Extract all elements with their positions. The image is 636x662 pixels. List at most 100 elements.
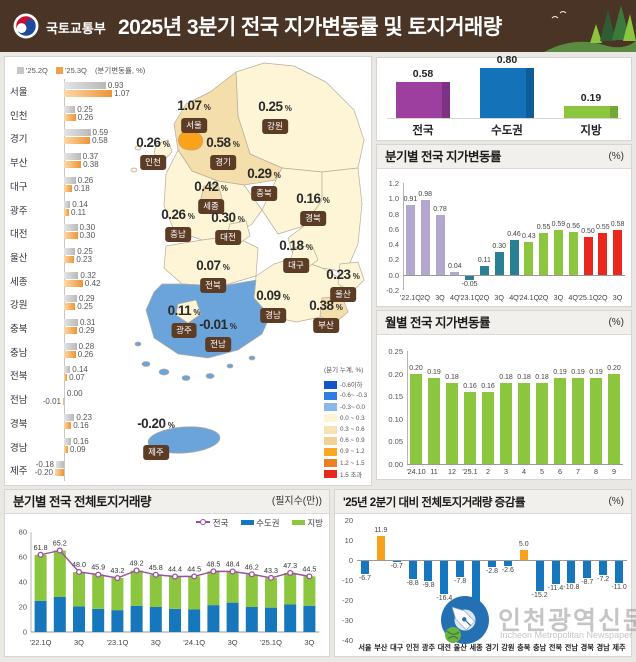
legend-swatch [324,436,337,445]
bar-value: 0.16 [463,382,477,390]
bar-jibang [245,574,258,607]
bar-value: -8.7 [581,579,594,587]
region-label: 울산 [10,252,28,264]
bar-sudogwon [92,608,105,632]
axis-tick-label: 0 [23,628,27,637]
total-value-label: 44.5 [187,564,201,573]
axis-tick-label: 서울 [358,643,372,652]
axis-tick-label: 3Q [435,293,445,302]
legend-swatch [324,403,337,412]
zero-line [407,464,623,465]
bar-value: 0.38 [83,160,99,170]
bar-value: 0.43 [521,232,536,240]
value-text: 0.23 [326,267,351,282]
bar-value: -0.01 [42,397,61,407]
bar [64,421,72,429]
map-island [134,341,142,347]
axis-tick-label: 0.4 [388,240,399,250]
header-bar: 국토교통부 2025년 3분기 전국 지가변동률 및 토지거래량 [0,0,636,52]
legend-label: 0.9 ~ 1.2 [340,448,365,456]
bar-value: 0.50 [581,227,595,235]
axis-tick-label: 3Q [228,638,238,647]
bar [509,239,519,275]
axis-tick-label: '24.1Q [518,293,540,302]
bar-sudogwon [284,604,297,632]
map-region-gwangju [175,299,202,324]
map-region-jeonnam [145,279,271,359]
line-marker [229,568,236,575]
value-text: 0.16 [296,191,321,206]
transactions-chart-svg: 80 60 40 20 0 61.8 '22.1Q 65.2 48.0 3Q 45.9 43.2 '23… [19,528,319,647]
bar [536,382,548,464]
summary-baseline [387,118,621,119]
legend-swatch [324,425,337,434]
bar [503,561,512,567]
bar-value: 0.25 [77,302,93,312]
map-island [181,375,191,381]
axis-tick-label: 8 [594,467,598,476]
bar-value: 0.11 [70,207,86,217]
line-marker [171,573,179,580]
bar [64,105,76,113]
change-chart-unit: (%) [608,496,624,507]
axis-tick-label: 3Q [553,293,564,302]
korea-map-svg [130,62,365,454]
bar [494,251,504,275]
bar-value: 0.26 [77,112,94,122]
korea-map: 1.07 % 서울 0.25 % 강원 0.26 % 인천 0.58 % 경기 0.29 % 충북… [126,58,370,484]
bar-value: 0.07 [69,373,85,383]
total-value-label: 48.4 [226,560,240,569]
bar [64,137,91,145]
map-legend-row: -0.6~ -0.3 [324,387,384,400]
bar [590,378,602,464]
percent-sign: % [160,140,170,149]
bar-sudogwon [169,608,181,632]
bar [539,232,549,275]
bar-value: 0.30 [79,231,96,241]
map-region-badge: 서울 [181,118,207,133]
map-region-label: 0.09 % 경남 [256,287,290,323]
region-label: 대구 [10,181,28,193]
bar [535,561,544,592]
bar [551,561,560,584]
quarterly-chart-panel: 분기별 전국 지가변동률 (%) 1.2 1.0 0.8 0.6 0.4 0.2 0.0 -0… [376,144,632,307]
government-taegeuk-logo-icon [13,13,39,39]
bar [396,82,450,118]
bar [479,266,489,275]
summary-chart-panel: 0.58 전국 0.80 수도권 0.19 지방 [376,54,632,141]
y-axis-line [407,351,408,464]
map-region-badge: 울산 [330,287,356,302]
legend-label: 0.0 ~ 0.3 [340,414,365,422]
bar [446,382,458,464]
quarterly-chart-unit: (%) [608,151,624,162]
bar [64,350,76,358]
bar-value: 0.23 [76,254,92,264]
axis-tick-label: -30 [342,616,353,625]
axis-tick-label: 3Q [304,638,314,647]
map-region-label: 0.18 % 대구 [279,237,313,273]
bar [420,199,430,275]
axis-tick-label: 충북 [517,643,531,652]
value-text: 0.29 [247,166,272,181]
map-region-value: 0.11 % [168,302,201,320]
bar-value: 1.07 [114,89,130,98]
value-text: 0.42 [194,179,219,194]
axis-tick-label: 0 [348,556,353,565]
total-value-label: 43.3 [264,566,278,575]
line-marker [191,573,198,580]
map-region-badge: 광주 [171,323,197,338]
line-marker [210,568,217,575]
bar [424,561,433,581]
bar [64,90,113,97]
line-marker [133,567,140,574]
value-text: -0.01 [199,317,228,332]
axis-tick-label: 2Q [597,293,608,302]
axis-tick-label: 세종 [469,643,483,652]
line-marker [306,573,313,580]
bar [488,561,496,567]
value-text: 0.11 [167,303,192,318]
category-label: 수도권 [491,125,523,137]
bar [480,68,534,118]
axis-tick-label: '24.1Q [183,638,205,647]
bar-value: 0.19 [589,369,603,377]
